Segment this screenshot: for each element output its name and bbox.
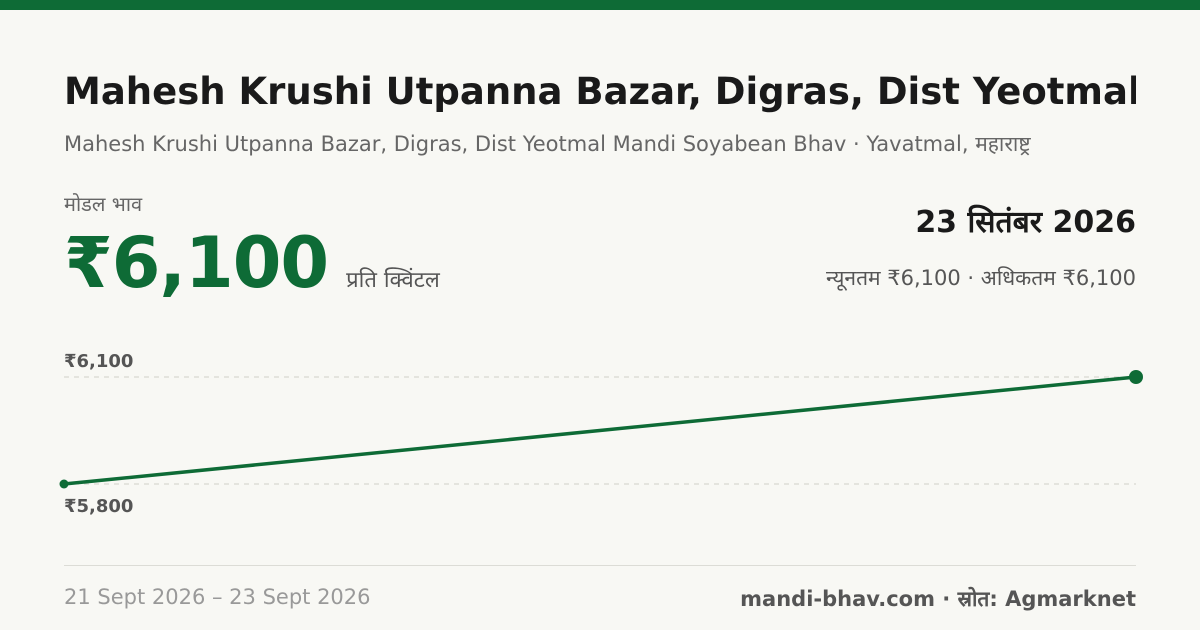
page-subtitle: Mahesh Krushi Utpanna Bazar, Digras, Dis… [64,132,1031,156]
y-tick-label: ₹5,800 [64,496,133,517]
top-accent-bar [0,0,1200,10]
price-date: 23 सितंबर 2026 [915,205,1136,240]
page-title: Mahesh Krushi Utpanna Bazar, Digras, Dis… [64,70,1136,113]
price-unit: प्रति क्विंटल [346,268,440,293]
price-trend-chart: ₹6,100 ₹5,800 [59,351,1143,517]
footer-divider [64,565,1136,566]
modal-price-row: ₹6,100 प्रति क्विंटल [64,222,440,304]
source-credit: mandi-bhav.com · स्रोत: Agmarknet [740,587,1136,611]
date-range: 21 Sept 2026 – 23 Sept 2026 [64,585,371,609]
price-line [62,375,1138,486]
modal-price-label: मोडल भाव [64,192,143,216]
min-max-price: न्यूनतम ₹6,100 · अधिकतम ₹6,100 [826,266,1136,290]
y-tick-label: ₹6,100 [64,351,133,372]
data-point [59,479,69,489]
data-point [1129,370,1143,384]
modal-price-value: ₹6,100 [64,222,329,304]
